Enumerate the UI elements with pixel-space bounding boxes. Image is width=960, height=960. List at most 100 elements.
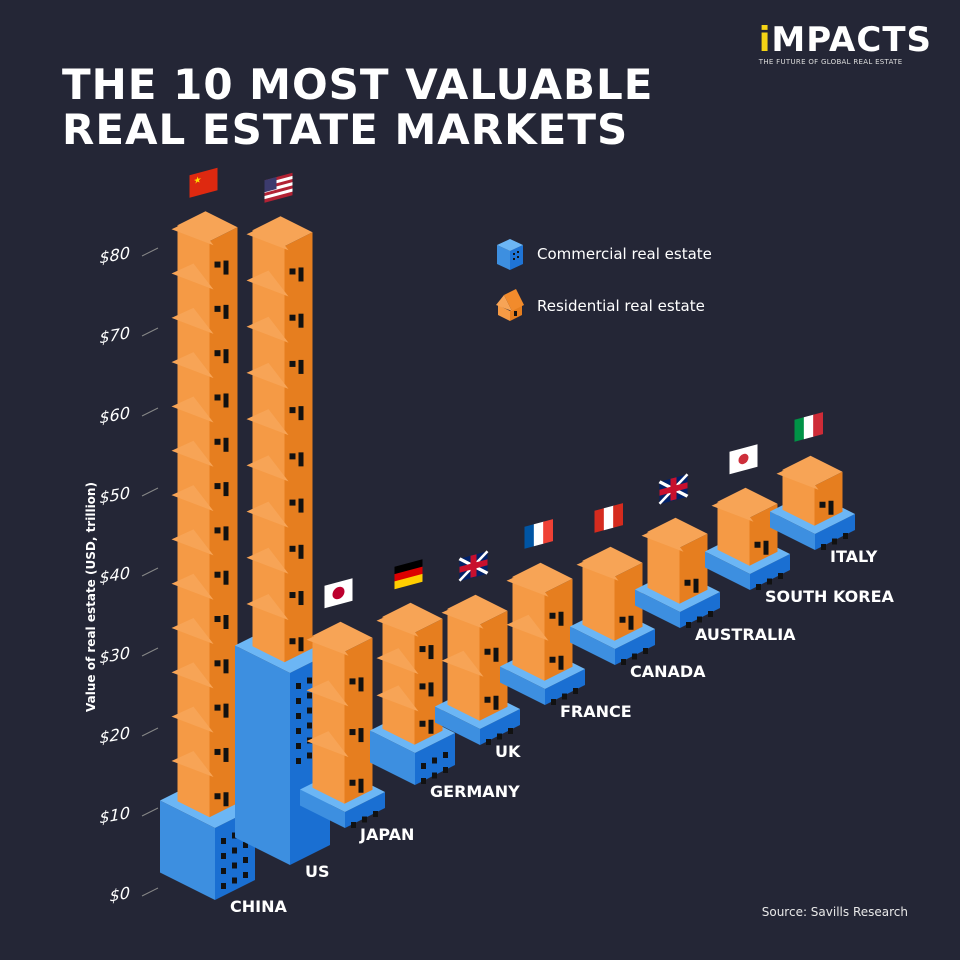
house-window xyxy=(549,656,556,663)
legend-label-commercial: Commercial real estate xyxy=(537,245,712,263)
house-door xyxy=(223,304,229,319)
flag-italy xyxy=(794,412,823,442)
residential-bar-right-face xyxy=(209,227,238,818)
house-window xyxy=(214,571,221,578)
y-tick-label: $60 xyxy=(99,403,130,427)
window xyxy=(373,811,378,817)
house-roof xyxy=(171,307,214,334)
commercial-bar-right-face xyxy=(480,709,520,745)
house-roof xyxy=(246,409,289,436)
house-door xyxy=(298,313,304,328)
flag-stripe xyxy=(524,524,535,549)
window xyxy=(351,822,356,828)
house-roof xyxy=(171,750,214,777)
residential-bar-left-face xyxy=(382,616,415,745)
residential-bar-right-face xyxy=(284,232,313,663)
window xyxy=(573,688,578,694)
house-window xyxy=(349,678,356,685)
flag-stripe xyxy=(543,519,553,544)
y-tick-label: $80 xyxy=(99,243,130,267)
window xyxy=(296,743,301,749)
market-canada xyxy=(570,503,655,665)
market-australia xyxy=(635,473,720,628)
flag-stripe xyxy=(803,414,814,440)
category-label: AUSTRALIA xyxy=(695,625,796,644)
house-roof xyxy=(506,570,549,597)
house-roof xyxy=(246,594,289,621)
house-door xyxy=(358,677,364,692)
window xyxy=(221,853,226,859)
page-title: THE 10 MOST VALUABLE REAL ESTATE MARKETS xyxy=(62,62,653,152)
flag-uk xyxy=(458,550,489,582)
window xyxy=(508,728,513,734)
house-window xyxy=(214,527,221,534)
flag-japan xyxy=(324,578,353,609)
y-tick-label: $50 xyxy=(99,483,130,507)
house-roof xyxy=(246,547,289,574)
house-window xyxy=(419,646,426,653)
house-icon xyxy=(496,289,524,321)
house-roof xyxy=(776,463,819,490)
window xyxy=(243,842,248,848)
commercial-bar-left-face xyxy=(705,551,750,590)
house-window xyxy=(214,748,221,755)
title-line-2: REAL ESTATE MARKETS xyxy=(62,105,629,154)
house-door xyxy=(223,437,229,452)
residential-bar-left-face xyxy=(717,501,750,566)
house-roof xyxy=(441,650,484,677)
house-window xyxy=(214,704,221,711)
house-window xyxy=(289,407,296,414)
house-roof xyxy=(171,529,214,556)
house-roof xyxy=(306,629,349,656)
house-door xyxy=(223,703,229,718)
flag-china: ★ xyxy=(189,167,218,198)
category-label: FRANCE xyxy=(560,702,632,721)
flag-cross xyxy=(659,482,688,496)
house-roof xyxy=(246,455,289,482)
residential-bar-top-face xyxy=(312,621,373,652)
house-window xyxy=(349,729,356,736)
y-tick-label: $70 xyxy=(99,323,130,347)
house-door xyxy=(428,645,434,660)
legend: Commercial real estate Residential real … xyxy=(495,228,712,332)
house-window xyxy=(214,350,221,357)
market-us xyxy=(235,172,330,865)
house-door xyxy=(298,452,304,467)
house-window xyxy=(619,616,626,623)
house-roof xyxy=(306,680,349,707)
window xyxy=(296,728,301,734)
window xyxy=(421,763,426,769)
house-roof xyxy=(171,573,214,600)
window xyxy=(221,838,226,844)
window xyxy=(621,659,626,665)
house-window xyxy=(214,261,221,268)
house-window xyxy=(214,305,221,312)
category-label: US xyxy=(305,862,330,881)
flag-stripe xyxy=(594,508,605,533)
flag-south-korea xyxy=(729,444,758,475)
window xyxy=(296,758,301,764)
house-window xyxy=(289,314,296,321)
house-window xyxy=(214,793,221,800)
window xyxy=(632,653,637,660)
category-label: GERMANY xyxy=(430,782,520,801)
residential-bar-top-face xyxy=(582,546,643,577)
category-label: ITALY xyxy=(830,547,878,566)
commercial-bar-right-face xyxy=(345,792,385,828)
house-door xyxy=(298,359,304,374)
flag-stripe xyxy=(394,573,423,590)
residential-bar-right-face xyxy=(544,578,573,681)
window xyxy=(296,698,301,704)
category-label: JAPAN xyxy=(359,825,414,844)
flag-stripe xyxy=(613,503,623,528)
house-window xyxy=(289,453,296,460)
category-label: CHINA xyxy=(230,897,287,916)
flag-sun xyxy=(332,586,345,600)
impacts-logo: iMPACTS THE FUTURE OF GLOBAL REAL ESTATE xyxy=(759,22,932,66)
house-window xyxy=(289,592,296,599)
flag-taeguk xyxy=(738,453,749,465)
window xyxy=(443,752,448,758)
window xyxy=(821,544,826,550)
source-note: Source: Savills Research xyxy=(761,905,908,919)
flag-cross xyxy=(459,559,488,573)
